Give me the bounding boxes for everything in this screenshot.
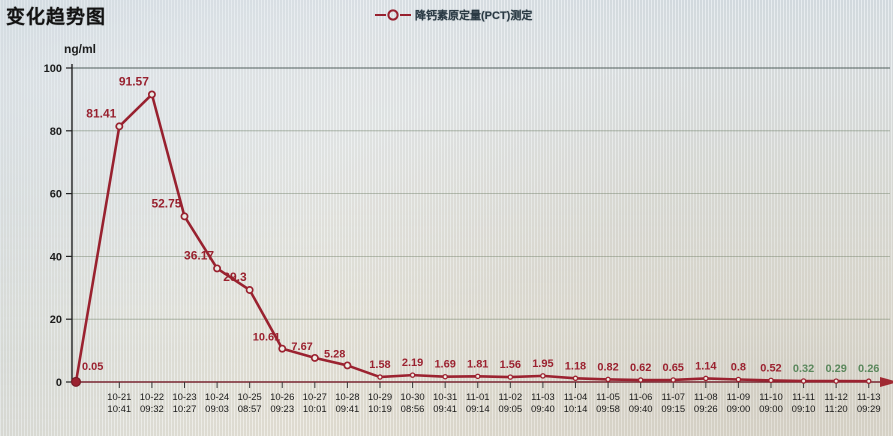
svg-text:09:14: 09:14 (466, 404, 490, 415)
svg-text:10:41: 10:41 (107, 404, 131, 415)
svg-text:1.14: 1.14 (695, 360, 717, 372)
svg-text:1.95: 1.95 (532, 358, 553, 370)
svg-text:10-28: 10-28 (335, 392, 359, 403)
svg-text:11-08: 11-08 (694, 392, 718, 403)
svg-text:29.3: 29.3 (223, 270, 247, 284)
svg-text:09:00: 09:00 (759, 404, 783, 415)
svg-text:11-13: 11-13 (857, 392, 881, 403)
svg-text:09:41: 09:41 (336, 404, 360, 415)
svg-text:0.32: 0.32 (793, 363, 814, 375)
svg-text:100: 100 (44, 63, 62, 75)
data-line-group (74, 93, 869, 383)
svg-text:10-24: 10-24 (205, 392, 229, 403)
svg-text:09:40: 09:40 (531, 404, 555, 415)
legend-marker-icon (375, 9, 411, 21)
svg-text:60: 60 (50, 189, 62, 201)
svg-text:10:01: 10:01 (303, 404, 327, 415)
svg-text:09:32: 09:32 (140, 404, 164, 415)
svg-text:09:10: 09:10 (792, 404, 816, 415)
svg-text:11-09: 11-09 (727, 392, 751, 403)
svg-text:11-11: 11-11 (792, 392, 815, 403)
svg-text:10-27: 10-27 (303, 392, 327, 403)
svg-text:10-22: 10-22 (140, 392, 164, 403)
legend-label: 降钙素原定量(PCT)测定 (415, 10, 533, 22)
svg-text:09:03: 09:03 (205, 404, 229, 415)
svg-text:09:29: 09:29 (857, 404, 881, 415)
axes-group (71, 64, 893, 383)
svg-text:11-05: 11-05 (596, 392, 620, 403)
svg-text:11-06: 11-06 (629, 392, 653, 403)
svg-text:80: 80 (50, 126, 62, 138)
svg-text:10:14: 10:14 (564, 404, 588, 415)
svg-text:0.62: 0.62 (630, 362, 651, 374)
svg-text:1.56: 1.56 (500, 359, 521, 371)
svg-text:0.82: 0.82 (597, 361, 618, 373)
svg-text:91.57: 91.57 (119, 74, 149, 88)
svg-text:36.17: 36.17 (184, 248, 214, 262)
data-point-markers-group (70, 90, 872, 387)
svg-text:10-31: 10-31 (433, 392, 457, 403)
svg-text:11-01: 11-01 (466, 392, 490, 403)
svg-text:10-30: 10-30 (400, 392, 424, 403)
svg-text:11-10: 11-10 (759, 392, 783, 403)
svg-text:09:26: 09:26 (694, 404, 718, 415)
svg-text:10:27: 10:27 (173, 404, 197, 415)
svg-text:11-04: 11-04 (564, 392, 588, 403)
svg-text:81.41: 81.41 (86, 106, 116, 120)
svg-text:09:23: 09:23 (270, 404, 294, 415)
svg-text:11-02: 11-02 (499, 392, 523, 403)
svg-text:40: 40 (50, 251, 62, 263)
svg-text:11:20: 11:20 (825, 404, 848, 415)
svg-text:08:57: 08:57 (238, 404, 262, 415)
svg-text:0: 0 (56, 377, 62, 389)
data-value-labels-group: 0.05 81.41 91.57 52.75 36.17 29.3 10.61 7.67 5.2… (82, 74, 879, 375)
svg-text:10-21: 10-21 (107, 392, 131, 403)
svg-text:0.8: 0.8 (731, 361, 746, 373)
page-title: 变化趋势图 (6, 7, 107, 28)
svg-text:7.67: 7.67 (291, 341, 312, 353)
svg-text:09:40: 09:40 (629, 404, 653, 415)
svg-text:0.05: 0.05 (82, 361, 103, 373)
svg-text:52.75: 52.75 (151, 196, 181, 210)
svg-text:0.52: 0.52 (760, 362, 781, 374)
svg-text:11-07: 11-07 (661, 392, 685, 403)
svg-text:5.28: 5.28 (324, 348, 345, 360)
svg-text:11-12: 11-12 (824, 392, 848, 403)
chart-legend: 降钙素原定量(PCT)测定 (375, 7, 532, 23)
svg-text:20: 20 (50, 314, 62, 326)
svg-text:10-23: 10-23 (172, 392, 196, 403)
svg-text:11-03: 11-03 (531, 392, 555, 403)
svg-text:09:41: 09:41 (433, 404, 457, 415)
svg-text:09:00: 09:00 (727, 404, 751, 415)
svg-text:10-25: 10-25 (238, 392, 262, 403)
svg-text:09:58: 09:58 (596, 404, 620, 415)
svg-text:1.69: 1.69 (434, 359, 455, 371)
svg-text:2.19: 2.19 (402, 357, 423, 369)
svg-text:1.81: 1.81 (467, 358, 488, 370)
svg-text:0.29: 0.29 (825, 363, 846, 375)
svg-text:0.26: 0.26 (858, 363, 879, 375)
svg-text:10-26: 10-26 (270, 392, 294, 403)
axis-end-arrow-group: 0.5 (880, 377, 893, 387)
svg-text:0.65: 0.65 (663, 362, 684, 374)
svg-text:10:19: 10:19 (368, 404, 392, 415)
svg-text:1.58: 1.58 (369, 359, 390, 371)
svg-text:09:15: 09:15 (661, 404, 685, 415)
svg-text:08:56: 08:56 (401, 404, 425, 415)
svg-text:09:05: 09:05 (498, 404, 522, 415)
svg-text:10-29: 10-29 (368, 392, 392, 403)
y-tick-labels-group: 0 20 40 60 80 100 (44, 63, 62, 389)
svg-text:10.61: 10.61 (253, 332, 281, 344)
svg-text:1.18: 1.18 (565, 360, 586, 372)
y-axis-unit-label: ng/ml (64, 42, 96, 56)
